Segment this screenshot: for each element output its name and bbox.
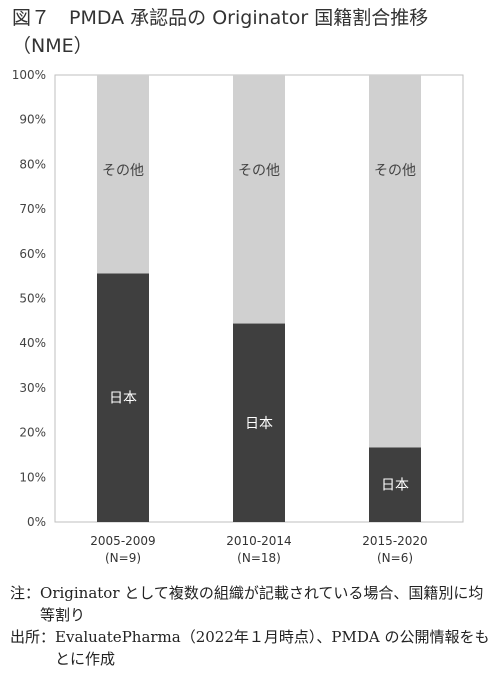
figure-title-line-2: （NME） (12, 35, 93, 57)
bar-segment-label: その他 (374, 163, 416, 179)
note-item: 注： Originator として複数の組織が記載されている場合、国籍別に均等割… (10, 582, 490, 626)
y-tick-label: 80% (19, 157, 46, 171)
bar-segment (233, 323, 285, 522)
y-tick-label: 70% (19, 202, 46, 216)
y-tick-label: 40% (19, 336, 46, 350)
x-tick-label: 2010-2014 (226, 534, 291, 548)
y-tick-label: 10% (19, 470, 46, 484)
source-label: 出所： (10, 628, 56, 646)
y-tick-label: 60% (19, 247, 46, 261)
bar-segment (97, 273, 149, 522)
y-tick-label: 50% (19, 292, 46, 306)
x-tick-label: 2005-2009 (90, 534, 155, 548)
y-tick-label: 90% (19, 113, 46, 127)
x-tick-sublabel: (N=6) (377, 551, 413, 565)
bar-segment-label: 日本 (381, 478, 409, 494)
bar-segment (369, 75, 421, 448)
bar-segment-label: 日本 (245, 416, 273, 432)
y-tick-label: 0% (27, 515, 46, 529)
bar-segment-label: その他 (102, 163, 144, 179)
bar-segment (233, 75, 285, 324)
y-tick-label: 20% (19, 426, 46, 440)
bar-segment-label: 日本 (109, 391, 137, 407)
y-tick-label: 100% (12, 68, 46, 82)
x-tick-sublabel: (N=9) (105, 551, 141, 565)
source-item: 出所： EvaluatePharma（2022年１月時点）、PMDA の公開情報… (10, 626, 490, 670)
note-text: Originator として複数の組織が記載されている場合、国籍別に均等割り (40, 584, 484, 624)
x-tick-sublabel: (N=18) (237, 551, 281, 565)
bar-segment (97, 75, 149, 274)
bar-segment-label: その他 (238, 163, 280, 179)
y-tick-label: 30% (19, 381, 46, 395)
figure-title-line-1: 図７ PMDA 承認品の Originator 国籍割合推移 (12, 7, 429, 29)
stacked-bar-chart: 0% 10% 20% 30% 40% 50% 60% 70% 80% 90% 100% 日本 その他 20… (12, 68, 464, 565)
source-text: EvaluatePharma（2022年１月時点）、PMDA の公開情報をもとに… (55, 628, 490, 668)
note-label: 注： (10, 584, 41, 602)
bar-segment (369, 447, 421, 522)
notes: 注： Originator として複数の組織が記載されている場合、国籍別に均等割… (10, 582, 490, 670)
x-tick-label: 2015-2020 (362, 534, 427, 548)
figure-title: 図７ PMDA 承認品の Originator 国籍割合推移 （NME） (12, 4, 492, 60)
